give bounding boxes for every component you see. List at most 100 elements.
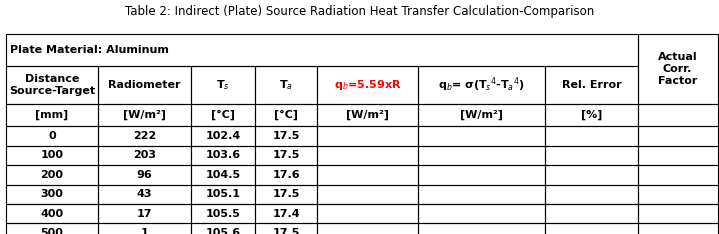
Bar <box>191 146 255 165</box>
Bar <box>418 126 545 146</box>
Bar <box>317 204 418 223</box>
Text: 105.6: 105.6 <box>206 228 241 234</box>
Bar <box>191 66 255 104</box>
Bar <box>99 104 191 126</box>
Bar <box>255 104 317 126</box>
Text: 203: 203 <box>133 150 156 161</box>
Text: 43: 43 <box>137 189 152 199</box>
Bar <box>6 34 638 66</box>
Text: 17.5: 17.5 <box>273 228 300 234</box>
Text: 17: 17 <box>137 209 152 219</box>
Text: [W/m²]: [W/m²] <box>460 110 503 120</box>
Text: 400: 400 <box>40 209 63 219</box>
Text: 17.6: 17.6 <box>273 170 300 180</box>
Text: Table 2: Indirect (Plate) Source Radiation Heat Transfer Calculation-Comparison: Table 2: Indirect (Plate) Source Radiati… <box>125 5 594 18</box>
Bar <box>191 204 255 223</box>
Bar <box>99 204 191 223</box>
Bar <box>99 165 191 185</box>
Text: 17.4: 17.4 <box>273 209 300 219</box>
Bar <box>545 223 638 234</box>
Text: 96: 96 <box>137 170 152 180</box>
Bar <box>6 185 99 204</box>
Bar <box>638 204 718 223</box>
Bar <box>545 185 638 204</box>
Bar <box>99 185 191 204</box>
Text: Rel. Error: Rel. Error <box>562 80 621 90</box>
Text: q$_b$= σ(T$_s$$^4$-T$_a$$^4$): q$_b$= σ(T$_s$$^4$-T$_a$$^4$) <box>439 76 525 94</box>
Text: 104.5: 104.5 <box>206 170 241 180</box>
Text: Distance
Source-Target: Distance Source-Target <box>9 74 95 96</box>
Text: q$_b$=5.59xR: q$_b$=5.59xR <box>334 78 401 92</box>
Bar <box>255 66 317 104</box>
Bar <box>255 223 317 234</box>
Bar <box>418 204 545 223</box>
Bar <box>6 165 99 185</box>
Bar <box>545 66 638 104</box>
Text: Plate Material: Aluminum: Plate Material: Aluminum <box>10 45 169 55</box>
Bar <box>317 146 418 165</box>
Text: 0: 0 <box>48 131 56 141</box>
Bar <box>317 185 418 204</box>
Text: Actual
Corr.
Factor: Actual Corr. Factor <box>658 52 697 86</box>
Bar <box>545 146 638 165</box>
Text: T$_a$: T$_a$ <box>279 78 293 92</box>
Bar <box>99 66 191 104</box>
Bar <box>255 165 317 185</box>
Bar <box>545 104 638 126</box>
Bar <box>317 165 418 185</box>
Bar <box>317 104 418 126</box>
Bar <box>418 104 545 126</box>
Text: Radiometer: Radiometer <box>109 80 181 90</box>
Bar <box>191 223 255 234</box>
Text: 100: 100 <box>40 150 63 161</box>
Bar <box>6 204 99 223</box>
Bar <box>638 165 718 185</box>
Bar <box>6 146 99 165</box>
Bar <box>6 104 99 126</box>
Text: [W/m²]: [W/m²] <box>123 110 166 120</box>
Bar <box>191 126 255 146</box>
Text: 500: 500 <box>41 228 63 234</box>
Bar <box>418 223 545 234</box>
Bar <box>638 223 718 234</box>
Bar <box>545 165 638 185</box>
Text: [°C]: [°C] <box>274 110 298 121</box>
Text: 103.6: 103.6 <box>206 150 241 161</box>
Text: 105.5: 105.5 <box>206 209 241 219</box>
Bar <box>418 165 545 185</box>
Text: 102.4: 102.4 <box>206 131 241 141</box>
Bar <box>638 146 718 165</box>
Bar <box>99 146 191 165</box>
Text: [mm]: [mm] <box>35 110 69 120</box>
Bar <box>191 104 255 126</box>
Bar <box>99 126 191 146</box>
Bar <box>255 146 317 165</box>
Text: 17.5: 17.5 <box>273 131 300 141</box>
Text: 17.5: 17.5 <box>273 150 300 161</box>
Bar <box>545 126 638 146</box>
Bar <box>191 185 255 204</box>
Bar <box>317 66 418 104</box>
Bar <box>6 66 99 104</box>
Bar <box>6 223 99 234</box>
Bar <box>638 126 718 146</box>
Text: 300: 300 <box>41 189 63 199</box>
Bar <box>545 204 638 223</box>
Text: [%]: [%] <box>581 110 603 120</box>
Text: 1: 1 <box>141 228 149 234</box>
Text: 200: 200 <box>40 170 63 180</box>
Text: 105.1: 105.1 <box>206 189 241 199</box>
Bar <box>317 223 418 234</box>
Bar <box>255 126 317 146</box>
Bar <box>418 185 545 204</box>
Text: T$_s$: T$_s$ <box>216 78 230 92</box>
Bar <box>191 165 255 185</box>
Text: 17.5: 17.5 <box>273 189 300 199</box>
Bar <box>638 104 718 126</box>
Bar <box>99 223 191 234</box>
Bar <box>638 34 718 104</box>
Bar <box>418 66 545 104</box>
Bar <box>255 204 317 223</box>
Bar <box>317 126 418 146</box>
Bar <box>638 185 718 204</box>
